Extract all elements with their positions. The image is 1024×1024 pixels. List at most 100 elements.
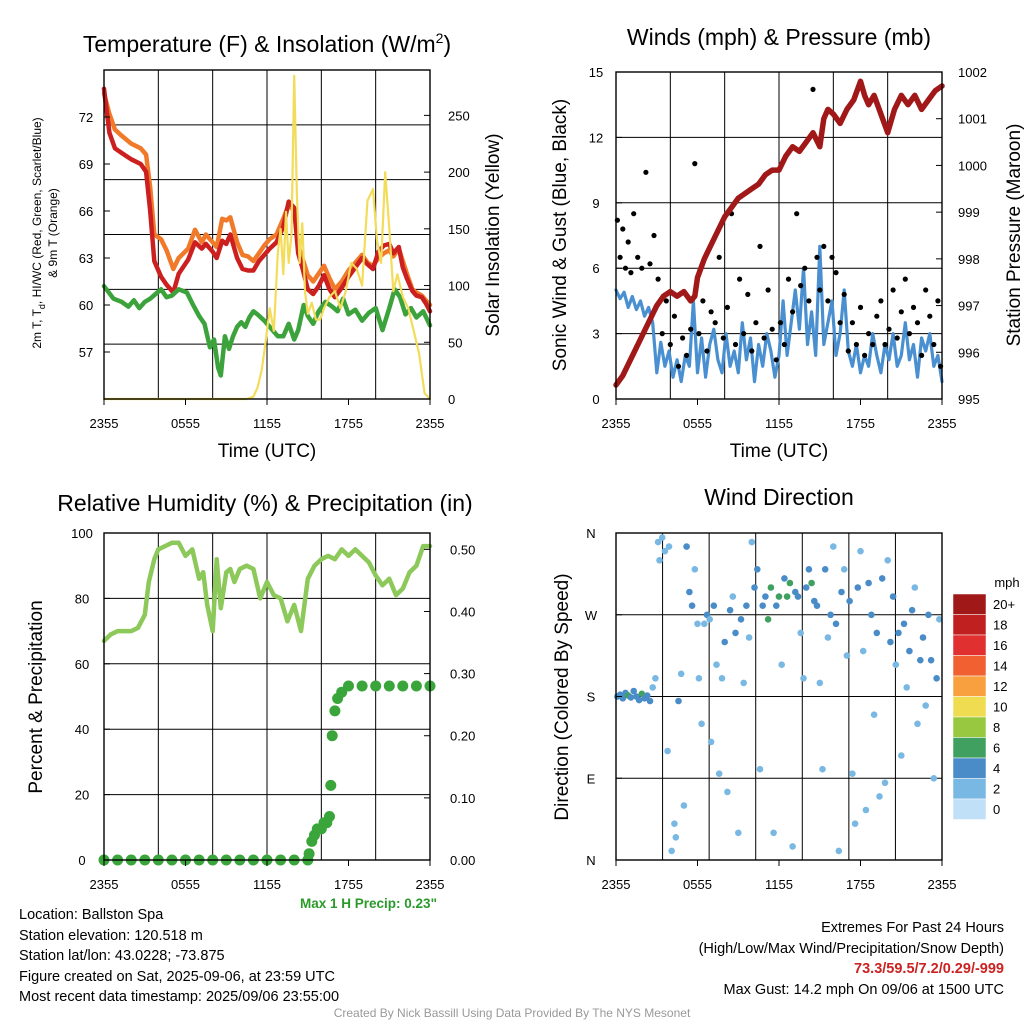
direction-point [927, 656, 935, 664]
legend-swatch [952, 634, 987, 656]
legend-title: mph [994, 575, 1019, 590]
chart-title: Winds (mph) & Pressure (mb) [627, 24, 931, 50]
direction-point [808, 579, 815, 587]
direction-point [865, 579, 872, 587]
gust-point [833, 270, 839, 276]
direction-point [887, 638, 894, 646]
direction-point [911, 584, 919, 591]
series-line-relative-humidity [101, 540, 433, 644]
gust-point [635, 254, 641, 260]
direction-point [715, 770, 723, 777]
precip-point [410, 680, 422, 692]
direction-point [892, 661, 900, 668]
y2-axis-label: Station Pressure (Maroon) [1004, 124, 1024, 347]
direction-point [903, 684, 910, 691]
direction-point [789, 843, 796, 850]
direction-point [695, 675, 703, 682]
x-axis-label: Time (UTC) [218, 441, 317, 462]
direction-point [917, 656, 924, 664]
gust-point [878, 298, 884, 304]
gust-point [794, 211, 800, 217]
gust-point [781, 341, 788, 348]
direction-point [707, 738, 715, 746]
legend-label: 2 [993, 782, 1000, 797]
gust-point [821, 243, 827, 249]
legend-label: 18 [993, 618, 1007, 633]
gust-point [790, 309, 796, 315]
direction-point [713, 661, 720, 668]
direction-point [688, 602, 696, 609]
direction-point [908, 606, 916, 614]
direction-point [718, 675, 726, 682]
gust-point [663, 298, 669, 304]
legend-swatch [952, 675, 987, 697]
gust-point [931, 341, 937, 348]
gust-point [802, 265, 808, 271]
gust-point [625, 239, 631, 245]
direction-point [794, 593, 802, 600]
gust-point [745, 291, 751, 297]
x-tick-label: 2355 [928, 877, 957, 892]
y-tick-label: 0 [592, 392, 599, 407]
legend-label: 16 [993, 638, 1007, 653]
gust-point [620, 226, 626, 232]
y2-tick-label: 200 [448, 165, 470, 180]
chart-title: Wind Direction [704, 484, 854, 510]
gust-point [675, 363, 682, 369]
gust-point [798, 283, 804, 289]
y-tick-label: 40 [75, 722, 89, 737]
direction-point [658, 534, 666, 541]
gust-point [704, 348, 710, 354]
y-tick-label: 9 [592, 196, 599, 211]
direction-point [840, 566, 848, 573]
direction-point [843, 652, 851, 659]
y2-tick-label: 1002 [958, 65, 987, 80]
y-tick-label: 60 [75, 657, 89, 672]
direction-point [767, 584, 775, 591]
gust-point [773, 357, 779, 363]
y2-tick-label: 999 [958, 205, 980, 220]
gust-point [622, 265, 629, 271]
gust-point [639, 265, 645, 271]
y-tick-label: W [585, 608, 598, 623]
gust-point [700, 298, 706, 304]
extremes-subtitle: (High/Low/Max Wind/Precipitation/Snow De… [698, 940, 1004, 957]
y-tick-label: 66 [79, 204, 93, 219]
y-tick-label: 6 [592, 261, 599, 276]
precip-point [325, 779, 337, 791]
gust-point [910, 304, 917, 310]
direction-point [816, 679, 824, 687]
temperature-chart: 57 60 63 66 69 72 0 50 100 150 200 250 2355 0555 1155 1… [30, 30, 504, 462]
gust-point [829, 254, 835, 260]
direction-point [654, 538, 662, 546]
legend-swatch [952, 614, 987, 636]
x-tick-label: 1155 [765, 416, 793, 431]
speed-legend: mph 20+ 18 16 14 12 10 8 6 4 2 0 [952, 575, 1020, 820]
direction-point [661, 547, 669, 555]
legend-label: 8 [993, 720, 1000, 735]
direction-point [759, 602, 766, 609]
gust-point [927, 313, 933, 319]
gust-point [785, 276, 792, 282]
direction-point [906, 647, 913, 655]
direction-point [821, 566, 829, 573]
y2-tick-label: 0.00 [450, 853, 475, 868]
gust-point [866, 331, 872, 337]
direction-point [797, 629, 804, 637]
y-tick-label: 60 [79, 298, 93, 313]
legend-label: 10 [993, 700, 1007, 715]
gust-point [761, 335, 767, 341]
direction-point [732, 629, 739, 637]
y-axis-label: Sonic Wind & Gust (Blue, Black) [550, 99, 571, 371]
direction-point [824, 634, 832, 641]
direction-point [764, 616, 772, 623]
direction-point [683, 543, 690, 550]
legend-swatch [952, 778, 987, 800]
y-axis-label: Percent & Precipitation [26, 600, 47, 793]
direction-point [677, 670, 685, 678]
max-precip-note: Max 1 H Precip: 0.23" [300, 896, 437, 911]
gust-point [841, 291, 847, 297]
precip-point [303, 848, 315, 860]
x-tick-label: 1155 [253, 877, 281, 892]
x-tick-label: 2355 [928, 416, 957, 431]
